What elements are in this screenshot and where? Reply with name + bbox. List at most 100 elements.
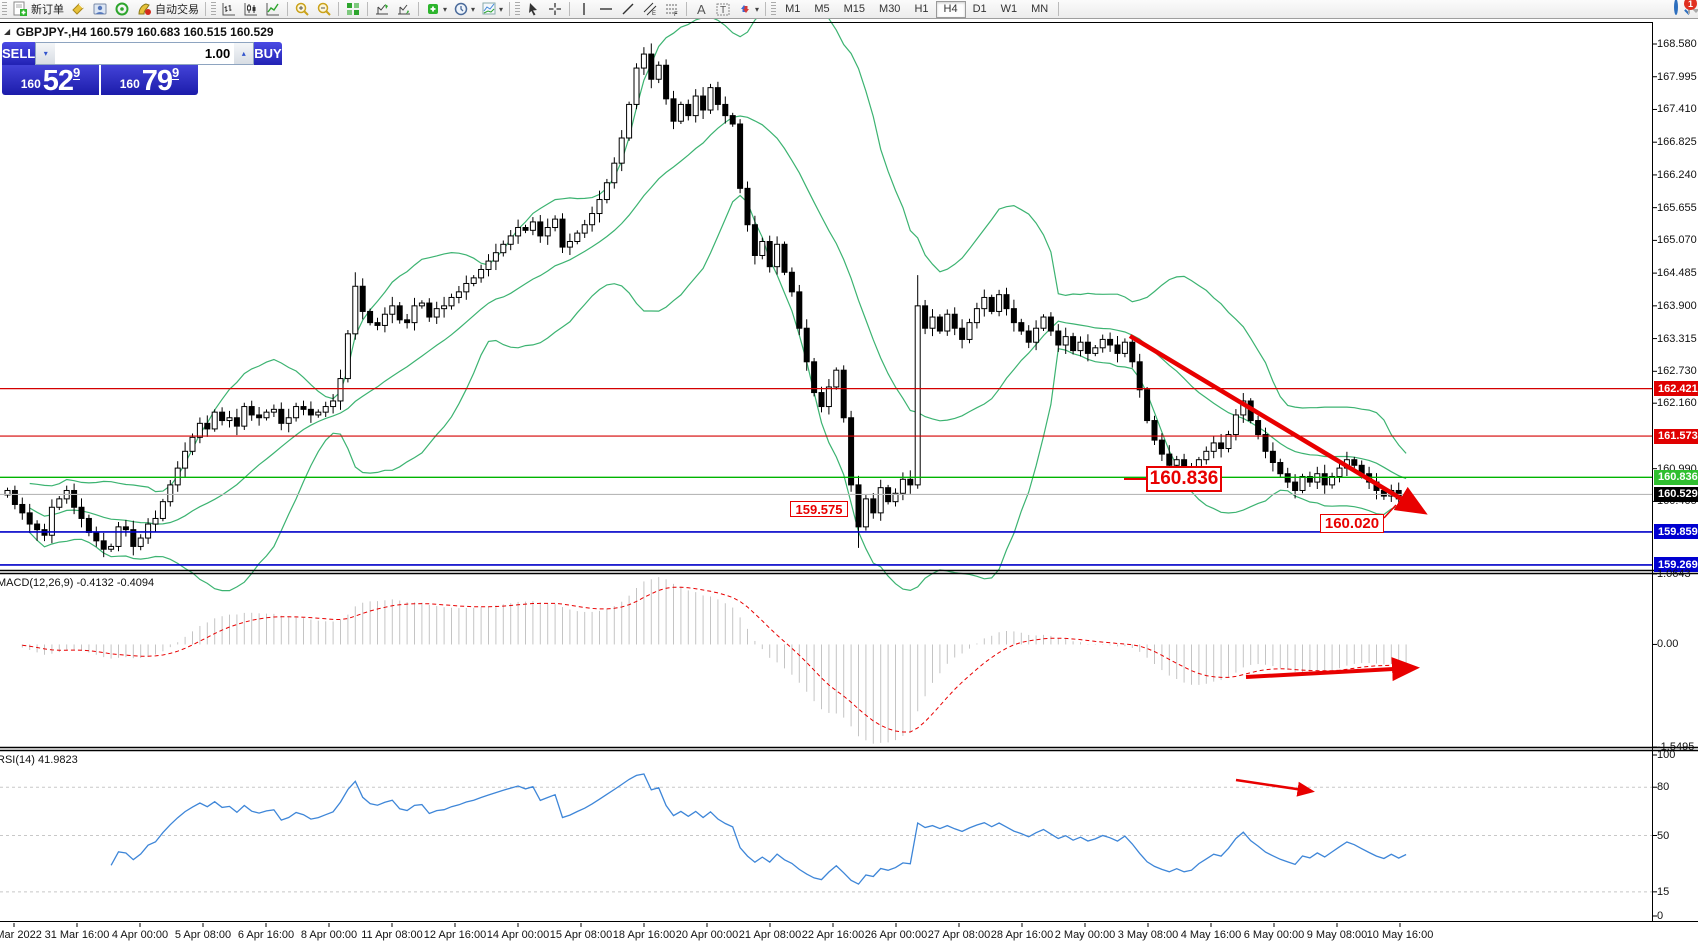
profile-icon (92, 1, 108, 17)
equidistant-channel-button[interactable]: E (639, 1, 661, 18)
timeframe-button-m5[interactable]: M5 (814, 3, 830, 15)
annotation-level-160836[interactable]: 160.836 (1146, 466, 1222, 492)
trendline-button[interactable] (617, 1, 639, 18)
candle-chart-button[interactable] (240, 1, 262, 18)
annotation-level-160020[interactable]: 160.020 (1320, 514, 1384, 533)
chart-style-button[interactable]: ▾ (478, 1, 506, 18)
toolbar-separator (686, 2, 688, 16)
sell-button[interactable]: SELL (2, 42, 36, 65)
svg-text:F: F (674, 12, 678, 17)
macd-tick-label: 0.00 (1657, 638, 1679, 651)
text-button[interactable]: A (690, 1, 712, 18)
crosshair-button[interactable] (544, 1, 566, 18)
annotation-swing-low-159575[interactable]: 159.575 (790, 501, 848, 517)
auto-trading-label: 自动交易 (155, 4, 199, 16)
timeframe-button-m15[interactable]: M15 (843, 3, 866, 15)
text-label-icon: T (715, 1, 731, 17)
toolbar-grip[interactable] (211, 2, 216, 16)
price-tick-label: 163.900 (1657, 299, 1697, 312)
new-order-button[interactable]: 新订单 (9, 1, 67, 18)
fibonacci-button[interactable]: F (661, 1, 683, 18)
toolbar-grip[interactable] (771, 2, 777, 16)
text-label-button[interactable]: T (712, 1, 734, 18)
vertical-line-button[interactable] (573, 1, 595, 18)
volume-decrease-button[interactable]: ▾ (36, 43, 56, 64)
new-order-label: 新订单 (31, 4, 64, 16)
new-order-icon (12, 1, 28, 17)
profile-button[interactable] (89, 1, 111, 18)
zoom-out-button[interactable] (313, 1, 335, 18)
timeframe-button-w1[interactable]: W1 (1000, 3, 1018, 15)
time-tick-label: 2 May 00:00 (1054, 929, 1116, 941)
toolbar-separator (287, 2, 288, 16)
time-tick-label: 4 Apr 00:00 (111, 929, 169, 941)
candle-chart-icon (243, 1, 259, 17)
time-tick-label: 14 Apr 00:00 (486, 929, 550, 941)
cursor-button[interactable] (522, 1, 544, 18)
time-tick-label: 31 Mar 16:00 (44, 929, 110, 941)
indicator-window-button[interactable] (371, 1, 393, 18)
template-icon (396, 1, 412, 17)
signal-button[interactable] (111, 1, 133, 18)
line-chart-icon (265, 1, 281, 17)
broom-button[interactable] (67, 1, 89, 18)
timeframe-button-m1[interactable]: M1 (785, 3, 801, 15)
time-tick-label: 4 May 16:00 (1180, 929, 1242, 941)
indicator-window-icon (374, 1, 390, 17)
add-indicator-button[interactable]: ▾ (422, 1, 450, 18)
price-tick-label: 164.485 (1657, 267, 1697, 280)
price-tick-label: 167.410 (1657, 103, 1697, 116)
crosshair-icon (547, 1, 563, 17)
period-button[interactable]: ▾ (450, 1, 478, 18)
template-button[interactable] (393, 1, 415, 18)
time-tick-label: 21 Apr 08:00 (738, 929, 802, 941)
toolbar-separator (569, 2, 571, 16)
toolbar-separator (1058, 2, 1060, 16)
toolbar-grip[interactable] (515, 2, 521, 16)
time-tick-label: 22 Apr 16:00 (801, 929, 865, 941)
macd-tick-label: 1.0643 (1657, 568, 1691, 580)
timeframe-button-m30[interactable]: M30 (879, 3, 901, 15)
rsi-tick-label: 100 (1657, 749, 1676, 761)
price-badge-162.421: 162.421 (1654, 381, 1698, 397)
sell-price[interactable]: 160 52 9 (2, 65, 101, 96)
price-badge-159.269: 159.269 (1654, 557, 1698, 573)
svg-text:A: A (697, 2, 706, 17)
timeframe-button-d1[interactable]: D1 (972, 3, 987, 15)
timeframe-button-h4[interactable]: H4 (935, 0, 966, 18)
arrows-icon (737, 1, 753, 17)
toolbar-separator (418, 2, 419, 16)
price-tick-label: 167.995 (1657, 70, 1697, 83)
volume-increase-button[interactable]: ▴ (234, 43, 254, 64)
volume-input[interactable] (55, 43, 235, 64)
tile-windows-button[interactable] (342, 1, 364, 18)
vertical-line-icon (576, 1, 592, 17)
price-tick-label: 162.730 (1657, 365, 1697, 378)
notifications-button[interactable]: 1 (1684, 0, 1697, 14)
buy-price-big-figure: 160 (119, 77, 140, 91)
horizontal-line-button[interactable] (595, 1, 617, 18)
line-chart-button[interactable] (262, 1, 284, 18)
buy-button[interactable]: BUY (254, 42, 282, 65)
toolbar-grip[interactable] (2, 2, 7, 16)
bar-chart-button[interactable] (218, 1, 240, 18)
price-badge-160.529: 160.529 (1654, 486, 1698, 502)
signal-icon (114, 1, 130, 17)
search-button[interactable] (1674, 0, 1678, 15)
rsi-tick-label: 80 (1657, 781, 1670, 794)
price-tick-label: 163.315 (1657, 332, 1697, 345)
price-tick-label: 165.655 (1657, 201, 1697, 214)
timeframe-button-mn[interactable]: MN (1031, 3, 1049, 15)
svg-text:E: E (652, 11, 656, 17)
macd-tick-label: -1.5495 (1657, 741, 1695, 753)
auto-trading-button[interactable]: 自动交易 (133, 1, 202, 18)
timeframe-button-h1[interactable]: H1 (914, 3, 929, 15)
arrows-button[interactable]: ▾ (734, 1, 762, 18)
collapse-panel-icon[interactable]: ◢ (4, 27, 11, 36)
time-tick-label: 12 Apr 16:00 (423, 929, 487, 941)
zoom-in-button[interactable] (291, 1, 313, 18)
svg-text:T: T (720, 5, 726, 16)
time-tick-label: 9 May 08:00 (1306, 929, 1368, 941)
buy-price[interactable]: 160 79 9 (101, 65, 198, 96)
